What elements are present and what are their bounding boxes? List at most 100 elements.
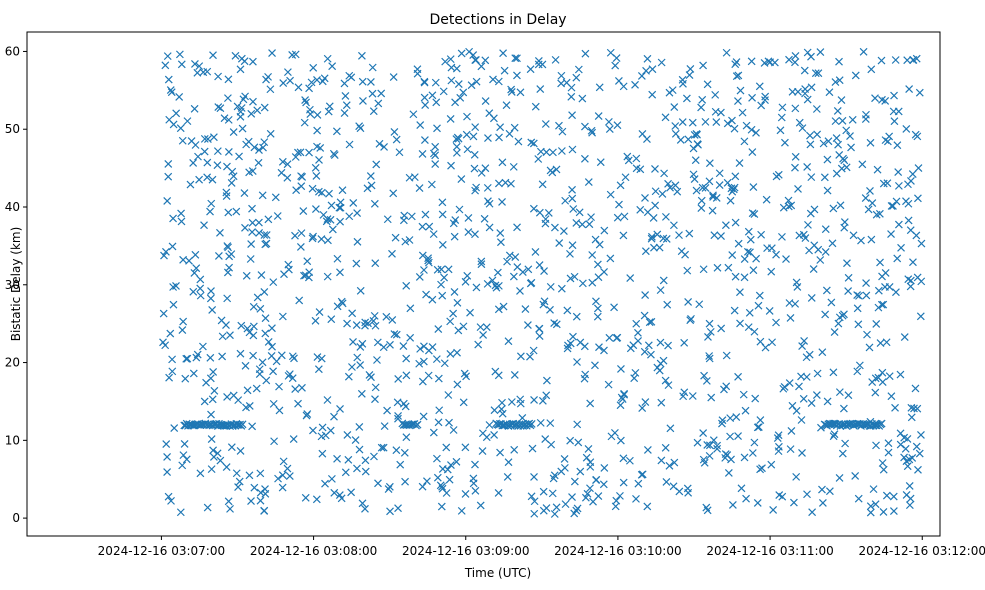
clutter-marker bbox=[756, 337, 765, 346]
clutter-marker bbox=[610, 303, 619, 312]
clutter-marker bbox=[176, 508, 185, 517]
clutter-marker bbox=[274, 474, 282, 483]
clutter-marker bbox=[552, 320, 561, 329]
clutter-marker bbox=[838, 116, 847, 125]
clutter-marker bbox=[699, 265, 708, 274]
clutter-marker bbox=[218, 332, 227, 341]
clutter-marker bbox=[685, 71, 694, 79]
clutter-marker bbox=[494, 77, 503, 86]
clutter-marker bbox=[431, 160, 440, 169]
clutter-marker bbox=[415, 184, 424, 193]
clutter-marker bbox=[842, 126, 851, 135]
clutter-marker bbox=[357, 389, 366, 398]
clutter-marker bbox=[798, 448, 806, 457]
clutter-marker bbox=[684, 298, 693, 306]
clutter-marker bbox=[483, 183, 492, 192]
clutter-marker bbox=[813, 369, 822, 378]
clutter-marker bbox=[693, 130, 701, 139]
clutter-marker bbox=[301, 96, 310, 104]
clutter-marker bbox=[209, 453, 218, 461]
clutter-marker bbox=[358, 77, 367, 86]
clutter-marker bbox=[528, 444, 537, 453]
clutter-marker bbox=[393, 398, 402, 407]
clutter-marker bbox=[313, 142, 321, 151]
clutter-marker bbox=[255, 229, 264, 237]
x-tick-label: 2024-12-16 03:07:00 bbox=[98, 544, 225, 558]
clutter-marker bbox=[755, 291, 764, 300]
clutter-marker bbox=[315, 308, 324, 317]
y-tick-label: 30 bbox=[5, 278, 20, 292]
clutter-marker bbox=[840, 223, 849, 232]
clutter-marker bbox=[604, 117, 613, 126]
clutter-marker bbox=[330, 488, 339, 497]
clutter-marker bbox=[285, 472, 294, 481]
clutter-marker bbox=[469, 479, 478, 488]
clutter-marker bbox=[671, 122, 680, 130]
clutter-marker bbox=[767, 460, 776, 469]
clutter-marker bbox=[756, 465, 765, 474]
clutter-marker bbox=[774, 447, 783, 456]
clutter-marker bbox=[234, 483, 242, 492]
clutter-marker bbox=[673, 187, 682, 196]
clutter-marker bbox=[699, 61, 708, 70]
clutter-marker bbox=[913, 404, 922, 413]
clutter-marker bbox=[418, 222, 427, 231]
clutter-marker bbox=[791, 163, 799, 172]
clutter-marker bbox=[697, 103, 706, 112]
clutter-marker bbox=[318, 423, 327, 432]
clutter-marker bbox=[915, 88, 924, 97]
clutter-marker bbox=[213, 161, 222, 170]
clutter-marker bbox=[209, 133, 218, 142]
clutter-marker bbox=[228, 167, 237, 176]
clutter-marker bbox=[822, 286, 831, 295]
clutter-marker bbox=[588, 128, 597, 137]
clutter-marker bbox=[795, 382, 803, 391]
clutter-marker bbox=[795, 118, 804, 127]
clutter-marker bbox=[402, 433, 411, 442]
clutter-marker bbox=[459, 398, 468, 407]
clutter-marker bbox=[699, 455, 708, 464]
clutter-marker bbox=[734, 97, 742, 105]
clutter-marker bbox=[778, 103, 787, 112]
clutter-marker bbox=[235, 477, 244, 486]
clutter-marker bbox=[336, 268, 344, 277]
clutter-marker bbox=[361, 318, 370, 327]
clutter-marker bbox=[275, 382, 283, 391]
clutter-marker bbox=[217, 316, 226, 325]
clutter-marker bbox=[260, 103, 269, 112]
clutter-marker bbox=[587, 213, 595, 222]
clutter-marker bbox=[550, 223, 559, 232]
clutter-marker bbox=[422, 477, 431, 486]
clutter-marker bbox=[481, 164, 490, 173]
clutter-marker bbox=[210, 386, 219, 395]
clutter-marker bbox=[806, 140, 815, 149]
clutter-marker bbox=[855, 291, 863, 300]
axes-frame bbox=[26, 31, 941, 537]
clutter-marker bbox=[670, 458, 679, 467]
clutter-marker bbox=[647, 234, 656, 243]
clutter-marker bbox=[231, 51, 240, 60]
clutter-marker bbox=[642, 66, 650, 75]
clutter-marker bbox=[333, 254, 342, 263]
clutter-marker bbox=[818, 499, 827, 507]
clutter-marker bbox=[887, 202, 896, 210]
clutter-marker bbox=[418, 377, 427, 386]
clutter-marker bbox=[253, 106, 262, 115]
clutter-marker bbox=[190, 269, 199, 277]
clutter-marker bbox=[504, 337, 513, 346]
clutter-marker bbox=[209, 368, 218, 376]
clutter-marker bbox=[744, 227, 753, 236]
clutter-marker bbox=[439, 87, 448, 96]
clutter-marker bbox=[385, 482, 394, 491]
clutter-marker bbox=[685, 229, 694, 238]
clutter-marker bbox=[299, 207, 308, 216]
clutter-marker bbox=[748, 209, 757, 218]
clutter-marker bbox=[647, 350, 655, 359]
clutter-marker bbox=[913, 132, 922, 141]
clutter-marker bbox=[745, 308, 754, 317]
clutter-marker bbox=[566, 339, 575, 348]
clutter-marker bbox=[662, 478, 671, 486]
clutter-marker bbox=[371, 383, 380, 392]
clutter-marker bbox=[168, 355, 177, 364]
clutter-marker bbox=[291, 153, 300, 161]
